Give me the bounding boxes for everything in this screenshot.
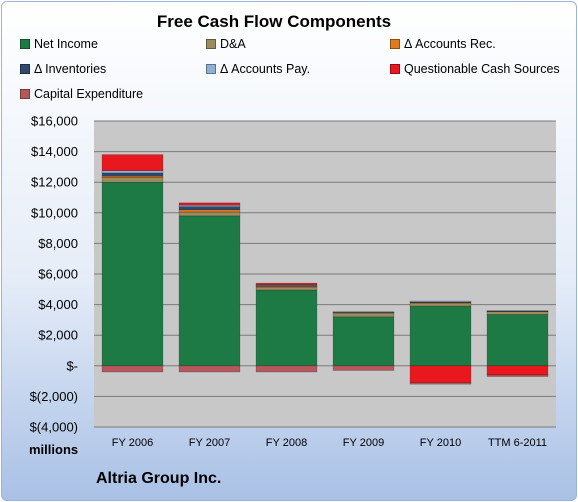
bar-segment-net-income <box>332 316 395 367</box>
bar-segment-net-income <box>486 314 549 367</box>
y-tick-label: $10,000 <box>31 205 78 220</box>
bar-segment-delta-accounts-pay <box>332 311 395 313</box>
bar-segment-delta-accounts-pay <box>409 300 472 303</box>
bar-segment-danda <box>332 312 395 318</box>
bar-segment-capital-expenditure <box>101 365 164 373</box>
legend-label: Capital Expenditure <box>34 87 144 101</box>
legend-item-delta-accounts-rec: Δ Accounts Rec. <box>390 37 496 51</box>
bar-segment-delta-inventories <box>101 172 164 177</box>
y-tick-label: $2,000 <box>38 328 78 343</box>
y-tick-label: $12,000 <box>31 175 78 190</box>
y-tick-label: $(4,000) <box>30 420 78 435</box>
y-tick-label: $4,000 <box>38 297 78 312</box>
y-tick-label: $6,000 <box>38 267 78 282</box>
bar-segment-danda <box>255 286 318 291</box>
bar-segment-danda <box>409 302 472 307</box>
bar-segment-danda <box>101 177 164 183</box>
bar-segment-capital-expenditure <box>255 365 318 373</box>
company-name: Altria Group Inc. <box>96 470 222 487</box>
legend-label: Δ Accounts Rec. <box>404 37 496 51</box>
legend-item-danda: D&A <box>206 37 246 51</box>
bar-segment-danda <box>178 211 241 217</box>
y-tick-label: $- <box>66 358 78 373</box>
x-tick-label: FY 2008 <box>266 437 307 449</box>
legend-swatch <box>20 89 30 99</box>
bar-segment-questionable-cash-sources <box>178 202 241 206</box>
bar-segment-questionable-cash-sources <box>486 365 549 376</box>
x-tick-label: FY 2006 <box>112 437 153 449</box>
bar-segment-capital-expenditure <box>178 365 241 373</box>
bar-segment-delta-accounts-pay <box>101 170 164 174</box>
legend-item-net-income: Net Income <box>20 37 98 51</box>
legend-item-capital-expenditure: Capital Expenditure <box>20 87 143 101</box>
legend-item-questionable-cash-sources: Questionable Cash Sources <box>390 62 560 76</box>
legend-label: Δ Accounts Pay. <box>220 62 311 76</box>
legend-label: D&A <box>220 37 246 51</box>
y-tick-label: $14,000 <box>31 144 78 159</box>
bar-segment-delta-inventories <box>178 206 241 211</box>
x-tick-label: FY 2009 <box>343 437 384 449</box>
x-tick-label: TTM 6-2011 <box>488 437 547 449</box>
bar-segment-net-income <box>101 181 164 367</box>
legend-item-delta-accounts-pay: Δ Accounts Pay. <box>206 62 310 76</box>
y-tick-label: $8,000 <box>38 236 78 251</box>
bar-segment-capital-expenditure <box>409 382 472 385</box>
x-tick-label: FY 2007 <box>189 437 230 449</box>
bar-segment-delta-accounts-pay <box>486 310 549 312</box>
legend-label: Questionable Cash Sources <box>404 62 560 76</box>
legend-label: Δ Inventories <box>34 62 107 76</box>
bar-segment-net-income <box>178 215 241 367</box>
legend-swatch <box>390 39 400 49</box>
legend-label: Net Income <box>34 37 98 51</box>
y-tick-label: $16,000 <box>31 114 78 129</box>
legend-swatch <box>20 64 30 74</box>
bar-segment-questionable-cash-sources <box>409 365 472 383</box>
y-tick-label: $(2,000) <box>30 389 78 404</box>
bar-segment-delta-accounts-rec <box>178 209 241 213</box>
bar-segment-capital-expenditure <box>486 374 549 377</box>
units-label: millions <box>29 442 79 457</box>
legend-swatch <box>206 39 216 49</box>
chart-title: Free Cash Flow Components <box>156 12 392 31</box>
bar-segment-net-income <box>409 305 472 367</box>
bar-segment-questionable-cash-sources <box>255 282 318 286</box>
bar-segment-net-income <box>255 289 318 367</box>
legend-item-delta-inventories: Δ Inventories <box>20 62 106 76</box>
legend-swatch <box>20 39 30 49</box>
bar-segment-capital-expenditure <box>332 365 395 371</box>
x-tick-label: FY 2010 <box>420 437 461 449</box>
bar-segment-questionable-cash-sources <box>101 154 164 172</box>
legend-swatch <box>390 64 400 74</box>
legend-swatch <box>206 64 216 74</box>
